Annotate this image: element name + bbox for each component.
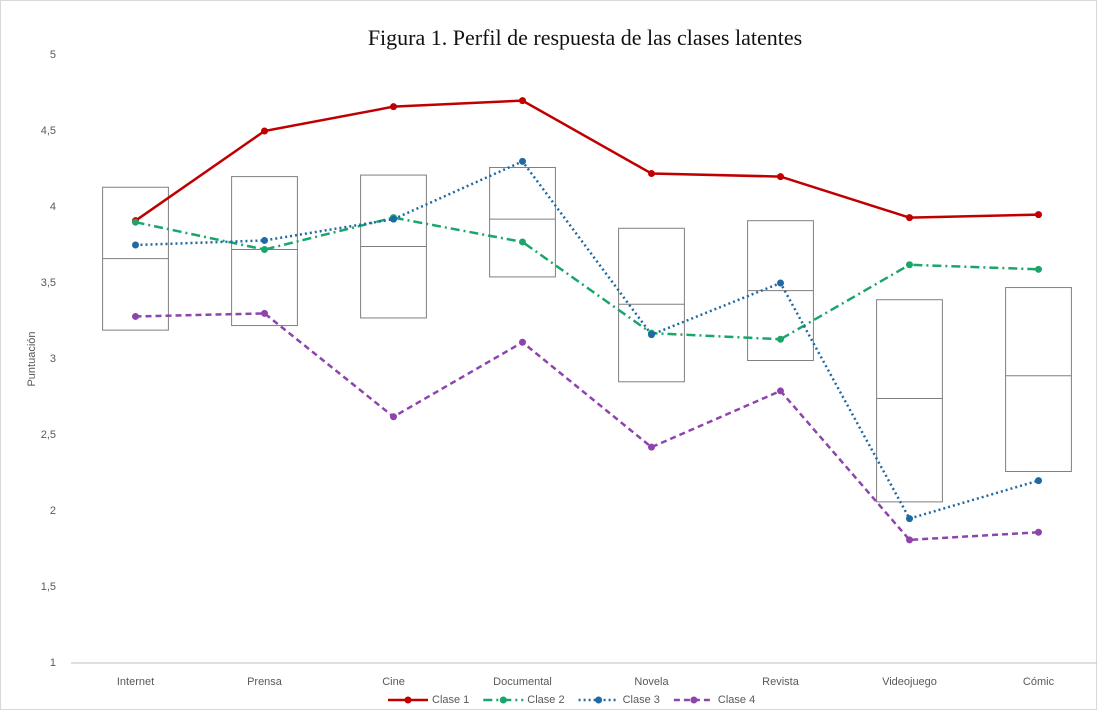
data-point — [906, 214, 913, 222]
x-tick-label: Prensa — [247, 676, 283, 688]
data-point — [777, 279, 784, 287]
series-line — [135, 216, 1039, 341]
y-tick-label: 2,5 — [41, 429, 56, 441]
data-point — [648, 443, 655, 451]
data-point — [261, 236, 268, 244]
series-line — [135, 312, 1039, 542]
y-axis-label: Puntuación — [26, 331, 38, 386]
data-point — [1035, 477, 1042, 485]
box — [231, 176, 298, 327]
data-point — [390, 413, 397, 421]
y-tick-label: 2 — [50, 505, 56, 517]
data-point — [777, 335, 784, 343]
x-tick-label: Documental — [493, 676, 552, 688]
x-tick-label: Cómic — [1023, 676, 1055, 688]
data-point — [1035, 528, 1042, 536]
legend-marker — [690, 696, 698, 704]
data-point — [132, 218, 139, 226]
x-tick-label: Cine — [382, 676, 405, 688]
series-line — [134, 99, 1039, 222]
series-line — [135, 159, 1039, 521]
data-point — [132, 241, 139, 249]
data-point — [519, 338, 526, 346]
box — [1005, 287, 1072, 472]
data-point — [1035, 265, 1042, 273]
y-tick-label: 4,5 — [41, 125, 56, 137]
x-tick-label: Internet — [117, 676, 154, 688]
box — [876, 299, 943, 503]
y-tick-label: 5 — [50, 49, 56, 61]
x-tick-label: Revista — [762, 676, 800, 688]
data-point — [648, 331, 655, 339]
legend-label: Clase 2 — [527, 694, 564, 706]
data-point — [390, 215, 397, 223]
data-point — [906, 261, 913, 269]
data-point — [390, 103, 397, 111]
y-tick-label: 4 — [50, 201, 56, 213]
data-point — [519, 238, 526, 246]
legend-label: Clase 1 — [432, 694, 469, 706]
box — [489, 166, 556, 278]
y-tick-label: 1 — [50, 657, 56, 669]
data-point — [906, 536, 913, 544]
data-point — [777, 173, 784, 181]
y-tick-label: 1,5 — [41, 581, 56, 593]
data-point — [132, 312, 139, 320]
data-point — [777, 387, 784, 395]
legend-label: Clase 4 — [718, 694, 755, 706]
data-point — [519, 97, 526, 105]
legend-marker — [499, 696, 507, 704]
legend-marker — [404, 696, 412, 704]
legend-label: Clase 3 — [623, 694, 660, 706]
x-tick-label: Novela — [634, 676, 669, 688]
x-tick-label: Videojuego — [882, 676, 937, 688]
data-point — [648, 170, 655, 178]
box — [618, 227, 685, 383]
data-point — [261, 127, 268, 135]
data-point — [261, 246, 268, 254]
data-point — [906, 515, 913, 523]
y-tick-label: 3,5 — [41, 277, 56, 289]
data-point — [261, 309, 268, 317]
y-tick-label: 3 — [50, 353, 56, 365]
chart-title: Figura 1. Perfil de respuesta de las cla… — [368, 25, 802, 50]
data-point — [1035, 211, 1042, 219]
legend-marker — [595, 696, 603, 704]
data-point — [519, 157, 526, 165]
